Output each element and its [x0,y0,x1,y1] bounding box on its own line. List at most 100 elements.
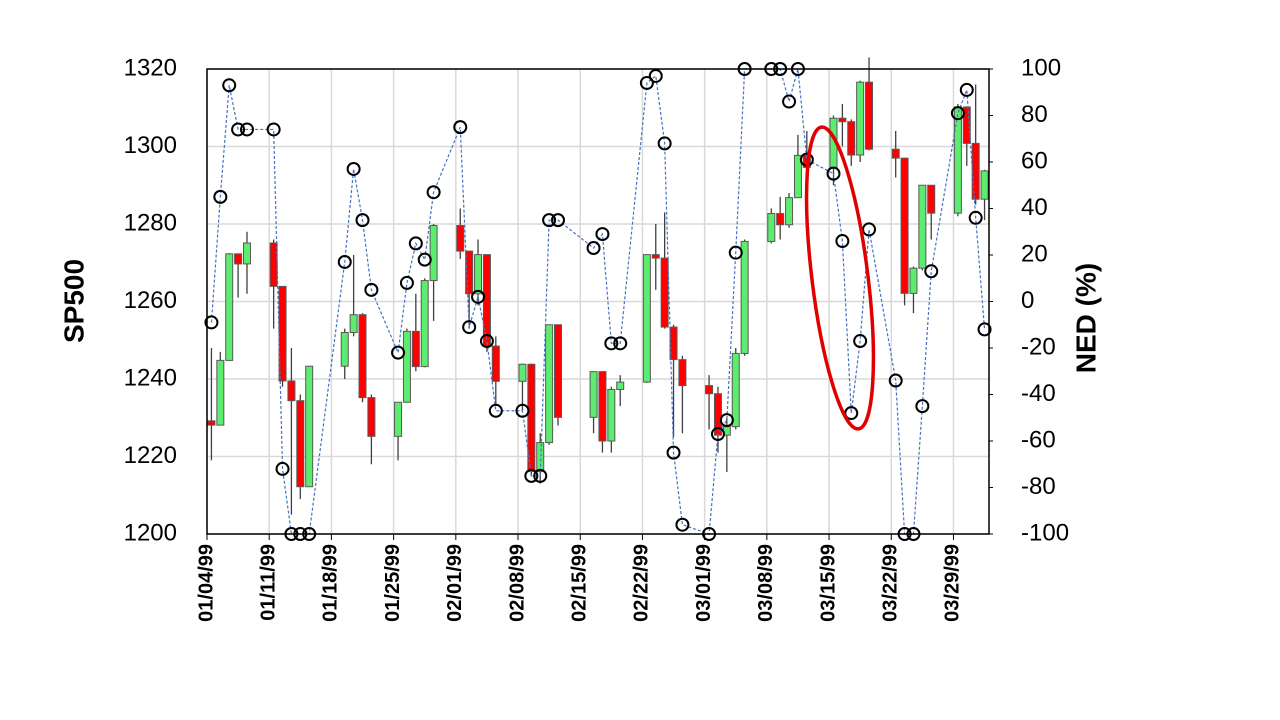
candle-body [234,253,243,265]
y2-tick-label: -100 [1021,519,1069,546]
ned-point [364,282,379,297]
x-tick-label: 02/08/99 [506,544,528,622]
candle-body [225,253,234,361]
y2-tick-label: -20 [1021,333,1056,360]
candle-body [420,280,429,368]
ned-point [222,78,237,93]
candle-body [474,254,483,295]
ned-point [542,213,557,228]
ned-point [648,68,663,83]
y-tick-label: 1220 [124,442,177,469]
y-axis-label: SP500 [58,259,89,343]
candle-body [856,81,865,156]
ned-point [835,234,850,249]
ned-point [453,120,468,135]
candle-body [678,359,687,387]
y2-tick-label: 0 [1021,287,1034,314]
y2-tick-label: 100 [1021,54,1061,81]
ned-point [275,461,290,476]
candle-body [305,365,314,488]
ned-point [719,413,734,428]
y2-tick-label: -40 [1021,380,1056,407]
ned-point [337,254,352,269]
candle-body [900,157,909,294]
candle-body [980,170,989,200]
ned-point [977,322,992,337]
x-tick-label: 01/04/99 [195,544,217,622]
candle-body [242,242,251,265]
candle-body [589,371,598,418]
candle-body [607,388,616,442]
x-tick-label: 03/01/99 [693,544,715,622]
candle-body [216,359,225,426]
y2-tick-label: 20 [1021,240,1048,267]
x-tick-label: 01/11/99 [257,544,279,621]
candle-body [616,381,625,390]
ned-point [968,210,983,225]
x-tick-label: 03/15/99 [817,544,839,622]
candle-body [358,314,367,399]
ned-point [213,189,228,204]
ned-point [666,445,681,460]
candle-body [793,154,802,199]
x-tick-label: 03/08/99 [755,544,777,622]
candle-body [394,401,403,437]
ned-point [595,227,610,242]
ned-point [924,264,939,279]
candle-body [296,400,305,488]
candle-body [767,213,776,242]
candle-body [651,254,660,259]
candle-body [491,345,500,382]
y-tick-label: 1200 [124,519,177,546]
ned-point [231,122,246,137]
candle-body [865,81,874,150]
y-tick-label: 1280 [124,209,177,236]
candle-body [953,106,962,214]
candle-body [465,250,474,295]
candle-body [642,254,651,383]
y-tick-label: 1320 [124,54,177,81]
x-tick-label: 03/22/99 [880,544,902,622]
candle-body [545,324,554,444]
candle-body [456,225,465,252]
y2-tick-label: -80 [1021,473,1056,500]
ned-point [915,399,930,414]
ned-point [488,403,503,418]
candle-body [731,352,740,428]
candle-body [367,397,376,437]
ned-point [604,336,619,351]
ned-point [346,161,361,176]
ned-point [391,345,406,360]
ned-point [204,315,219,330]
ned-point [959,82,974,97]
candle-body [909,267,918,294]
x-tick-label: 02/01/99 [444,544,466,622]
ned-point [862,222,877,237]
ned-point [888,373,903,388]
candle-body [207,420,216,426]
x-tick-label: 02/15/99 [569,544,591,622]
x-tick-label: 01/18/99 [320,544,342,622]
candle-body [554,324,563,418]
candle-body [429,225,438,282]
highlight-ellipse [804,125,876,431]
candle-body [269,242,278,287]
candle-body [918,184,927,269]
candle-body [287,380,296,402]
ned-point [950,106,965,121]
candle-body [402,330,411,403]
ned-point [710,427,725,442]
candle-body [891,148,900,159]
ned-point [586,241,601,256]
y-tick-label: 1240 [124,364,177,391]
candle-body [776,213,785,226]
ned-point [462,320,477,335]
x-tick-label: 03/29/99 [942,544,964,622]
y-tick-label: 1300 [124,132,177,159]
x-tick-label: 02/22/99 [631,544,653,622]
candle-body [536,442,545,473]
ned-point [399,275,414,290]
candle-body [411,330,420,368]
y-tick-label: 1260 [124,287,177,314]
